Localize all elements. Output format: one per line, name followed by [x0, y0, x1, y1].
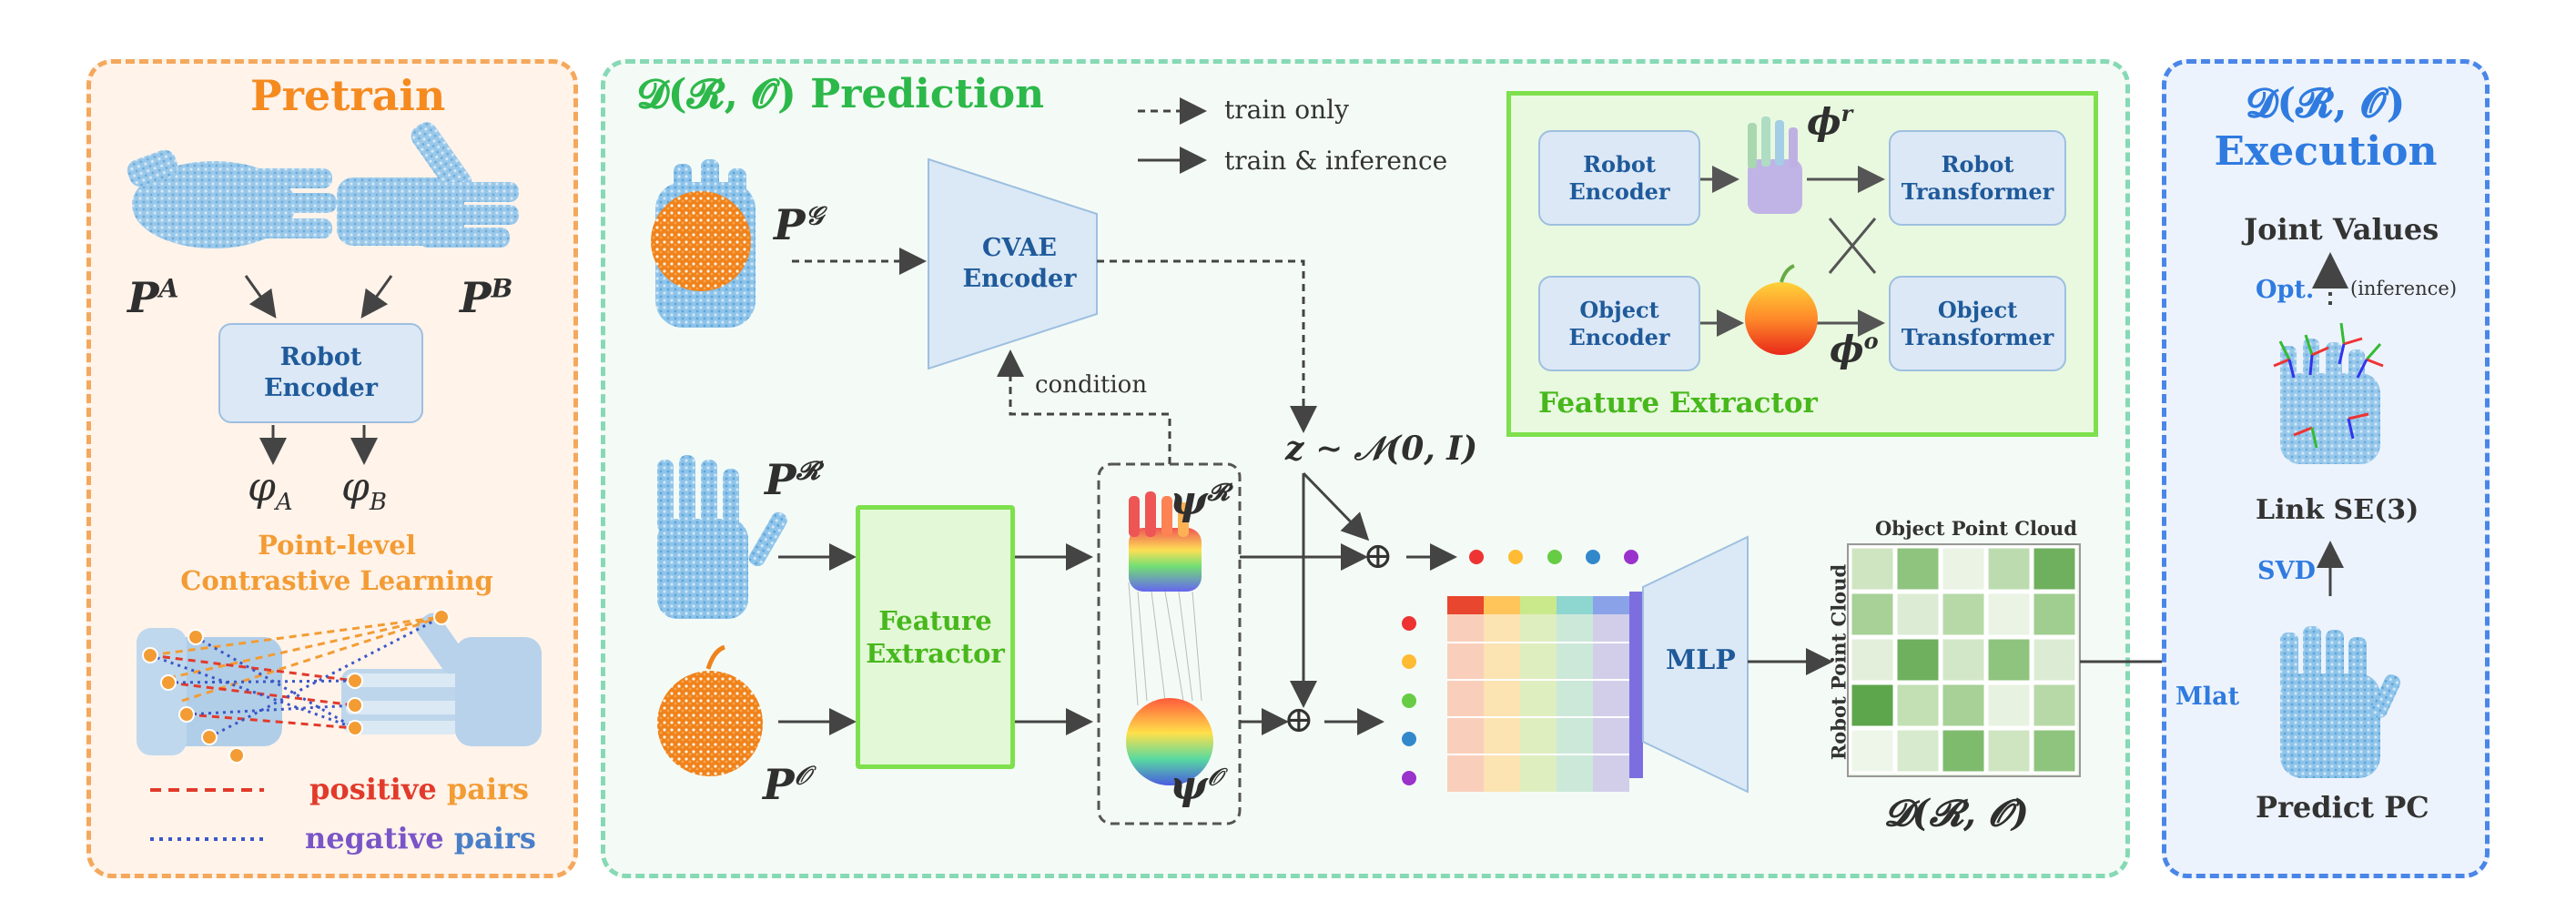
feature-extractor-main: Feature Extractor [856, 505, 1015, 769]
cube-dots-left [1402, 616, 1416, 785]
d-label: 𝓓(𝓡, 𝓞) [1884, 792, 2029, 835]
prediction-title: 𝓓(𝓡, 𝓞) Prediction [637, 71, 1045, 117]
phi-r-label: ϕr [1807, 100, 1853, 144]
hand-b-pointcloud [337, 122, 519, 248]
oplus-bottom: ⊕ [1283, 699, 1314, 741]
positive-pairs-label: positive pairs [309, 772, 530, 806]
z-label: z ∼ 𝒩(0, I) [1285, 430, 1478, 468]
opt-label: Opt. [2256, 276, 2315, 304]
oplus-top: ⊕ [1363, 535, 1394, 577]
legend-train-only: train only [1224, 95, 1349, 125]
mlat-label: Mlat [2175, 683, 2240, 711]
psi-o-apple [1126, 698, 1213, 785]
inset-object-transformer: Object Transformer [1889, 276, 2066, 371]
pair-points [142, 609, 450, 764]
phi-b-label: φB [341, 464, 387, 516]
p-b-label: PB [460, 273, 513, 322]
p-o-label: P𝒪 [763, 760, 811, 809]
grasp-pointcloud [651, 159, 756, 328]
link-se3-label: Link SE(3) [2256, 494, 2419, 526]
psi-r-hand [1129, 491, 1202, 592]
psi-r-label: ψ𝓡 [1170, 478, 1230, 524]
pretrain-title: Pretrain [250, 71, 446, 120]
cube-dots-top [1469, 550, 1638, 564]
hand-a-pointcloud [127, 149, 337, 248]
inset-title: Feature Extractor [1538, 387, 1818, 420]
feature-cube [1447, 592, 1643, 792]
execution-title: 𝓓(𝓡, 𝓞) Execution [2214, 80, 2438, 175]
inset-object-encoder: Object Encoder [1538, 276, 1700, 371]
svd-label: SVD [2257, 557, 2316, 585]
joint-values-label: Joint Values [2244, 212, 2439, 247]
inset-apple-icon [1745, 282, 1818, 355]
matrix-top-label: Object Point Cloud [1875, 517, 2077, 540]
predict-pc-hand [2280, 626, 2401, 778]
pair-lines [149, 615, 442, 739]
inset-hand-icon [1748, 116, 1802, 214]
axis-frames [2273, 322, 2384, 449]
cvae-encoder: CVAE Encoder [962, 234, 1077, 293]
condition-label: condition [1035, 371, 1148, 399]
robot-hand-pointcloud [657, 455, 787, 619]
psi-group-box [1097, 462, 1242, 825]
inset-robot-transformer: Robot Transformer [1889, 130, 2066, 226]
legend-train-inference: train & inference [1224, 146, 1448, 176]
mlp-shape [1642, 535, 1749, 794]
p-r-label: P𝓡 [765, 455, 820, 504]
p-g-label: P𝒢 [774, 200, 824, 249]
link-frames-hand [2280, 339, 2380, 464]
phi-a-label: φA [248, 464, 293, 516]
mlp-label: MLP [1666, 644, 1736, 676]
robot-encoder-pretrain: Robot Encoder [218, 323, 423, 423]
inference-label: (inference) [2350, 278, 2458, 299]
contrastive-learning-label: Point-level Contrastive Learning [180, 530, 493, 597]
psi-o-label: ψ𝒪 [1170, 763, 1222, 809]
p-a-label: PA [127, 273, 179, 322]
phi-o-label: ϕo [1830, 328, 1879, 371]
negative-pairs-label: negative pairs [305, 821, 536, 855]
inset-robot-encoder: Robot Encoder [1538, 130, 1700, 226]
object-apple-pointcloud [657, 644, 763, 776]
predict-pc-label: Predict PC [2256, 790, 2429, 825]
cvae-encoder-shape [928, 157, 1098, 370]
